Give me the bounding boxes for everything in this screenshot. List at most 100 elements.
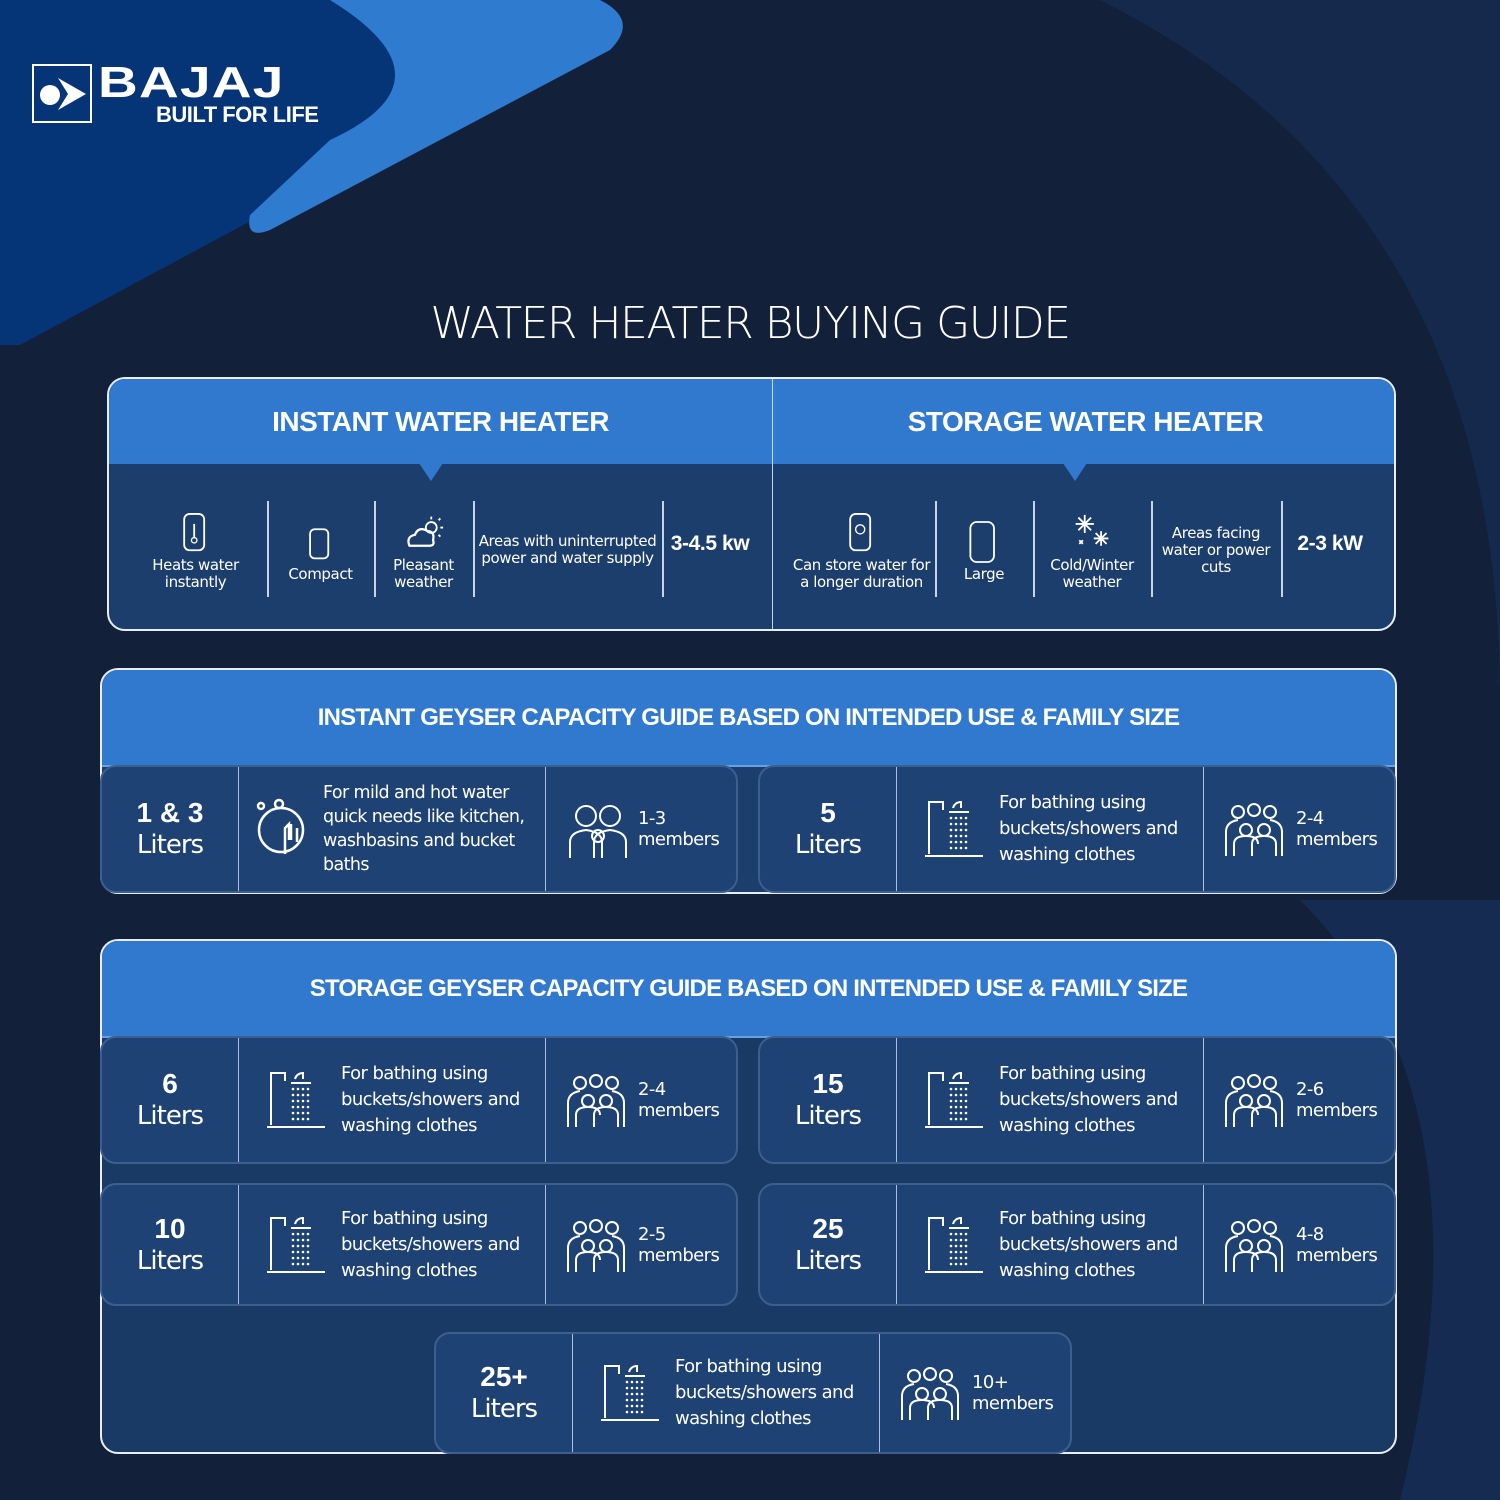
family-icon — [901, 1367, 959, 1420]
family-icon — [567, 1074, 625, 1127]
feature-item: Cold/Winter weather — [1033, 501, 1151, 599]
family-members: 10+ members — [972, 1372, 1054, 1414]
instant-column: INSTANT WATER HEATER Heats water instantl… — [109, 379, 772, 629]
capacity-unit: Liters — [470, 1394, 538, 1424]
family-members: 2-4 members — [638, 1079, 720, 1121]
capacity-value: 6 Liters — [102, 1038, 238, 1162]
capacity-card: 25 Liters For bathing using buckets/showe… — [758, 1183, 1396, 1306]
snowflake-icon — [1075, 514, 1109, 546]
small-family-icon — [569, 805, 627, 858]
divider — [374, 501, 376, 597]
capacity-size: 5 — [820, 797, 836, 828]
feature-item: Compact — [267, 501, 374, 599]
shower-icon — [267, 1216, 325, 1273]
bajaj-emblem-icon — [32, 64, 92, 123]
family-members: 2-4 members — [1296, 808, 1378, 850]
members-cell: 2-4 members — [545, 1038, 736, 1162]
instant-guide-heading: INSTANT GEYSER CAPACITY GUIDE BASED ON I… — [102, 670, 1395, 767]
family-icon — [567, 1218, 625, 1272]
feature-item: Areas with uninterrupted power and water… — [473, 501, 662, 599]
capacity-card: 15 Liters For bathing using buckets/showe… — [758, 1036, 1396, 1164]
feature-item: Pleasant weather — [374, 501, 473, 599]
capacity-card: 1 & 3 Liters For mild and hot water quick… — [100, 765, 738, 893]
divider — [1033, 501, 1035, 597]
storage-guide-heading: STORAGE GEYSER CAPACITY GUIDE BASED ON I… — [102, 941, 1395, 1038]
feature-label: Pleasant weather — [393, 556, 454, 591]
feature-item: Heats water instantly — [124, 501, 267, 599]
feature-item: Areas facing water or power cuts — [1151, 501, 1281, 599]
divider — [1151, 501, 1153, 597]
capacity-unit: Liters — [794, 830, 862, 860]
feature-label: Areas with uninterrupted power and water… — [478, 532, 657, 567]
capacity-unit: Liters — [136, 830, 204, 860]
divider — [267, 501, 269, 597]
family-icon — [1225, 1074, 1283, 1127]
use-description: For bathing using buckets/showers and wa… — [675, 1356, 854, 1429]
capacity-value: 25+ Liters — [436, 1334, 572, 1452]
use-cell: For bathing using buckets/showers and wa… — [238, 1185, 545, 1304]
capacity-size: 15 — [812, 1068, 844, 1099]
family-members: 1-3 members — [638, 808, 720, 850]
brand-name: BAJAJ — [98, 58, 285, 107]
divider — [662, 501, 664, 597]
members-cell: 1-3 members — [545, 767, 736, 891]
family-members: 2-6 members — [1296, 1079, 1378, 1121]
use-cell: For mild and hot water quick needs like … — [238, 767, 545, 891]
use-description: For mild and hot water quick needs like … — [323, 783, 525, 875]
use-cell: For bathing using buckets/showers and wa… — [572, 1334, 879, 1452]
capacity-size: 10 — [154, 1212, 186, 1244]
shower-icon — [267, 1072, 325, 1128]
capacity-unit: Liters — [794, 1245, 862, 1276]
heater-comparison: INSTANT WATER HEATER Heats water instantl… — [107, 377, 1396, 631]
capacity-unit: Liters — [136, 1101, 204, 1131]
members-cell: 2-5 members — [545, 1185, 736, 1304]
heater-thermometer-icon — [182, 513, 205, 552]
members-cell: 4-8 members — [1203, 1185, 1394, 1304]
use-cell: For bathing using buckets/showers and wa… — [238, 1038, 545, 1162]
use-description: For bathing using buckets/showers and wa… — [341, 1063, 520, 1136]
heater-drops-icon — [848, 513, 871, 552]
compact-heater-icon — [308, 527, 329, 559]
pointer-arrow — [419, 463, 443, 481]
use-description: For bathing using buckets/showers and wa… — [999, 792, 1178, 865]
capacity-card: 5 Liters For bathing using buckets/shower… — [758, 765, 1396, 893]
family-icon — [1225, 1218, 1283, 1272]
page-title: WATER HEATER BUYING GUIDE — [430, 298, 1071, 349]
capacity-card: 25+ Liters For bathing using buckets/show… — [434, 1332, 1072, 1454]
capacity-value: 10 Liters — [102, 1185, 238, 1304]
brand-tagline: BUILT FOR LIFE — [156, 102, 319, 127]
feature-label: Large — [963, 564, 1005, 583]
capacity-card: 10 Liters For bathing using buckets/showe… — [100, 1183, 738, 1306]
shower-icon — [925, 1216, 983, 1273]
hand-washing-icon — [256, 798, 305, 854]
shower-icon — [925, 1072, 983, 1128]
feature-label: Compact — [288, 564, 353, 583]
capacity-unit: Liters — [136, 1245, 204, 1276]
divider — [935, 501, 937, 597]
divider — [1281, 501, 1283, 597]
capacity-size: 25 — [812, 1212, 844, 1244]
members-cell: 2-6 members — [1203, 1038, 1394, 1162]
feature-label: Can store water for a longer duration — [792, 556, 931, 591]
power-rating: 2-3 kW — [1297, 532, 1363, 555]
capacity-card: 6 Liters For bathing using buckets/shower… — [100, 1036, 738, 1164]
capacity-value: 1 & 3 Liters — [102, 767, 238, 891]
use-cell: For bathing using buckets/showers and wa… — [896, 1185, 1203, 1304]
shower-icon — [601, 1365, 659, 1421]
power-rating: 3-4.5 kw — [670, 532, 750, 555]
capacity-size: 6 — [162, 1068, 178, 1099]
use-description: For bathing using buckets/showers and wa… — [341, 1207, 520, 1281]
pointer-arrow — [1063, 463, 1087, 481]
use-cell: For bathing using buckets/showers and wa… — [896, 1038, 1203, 1162]
storage-heading: STORAGE WATER HEATER — [773, 379, 1394, 464]
family-members: 2-5 members — [638, 1223, 720, 1266]
feature-label: Cold/Winter weather — [1050, 556, 1134, 591]
divider — [473, 501, 475, 597]
capacity-value: 25 Liters — [760, 1185, 896, 1304]
storage-column: STORAGE WATER HEATER Can store water for … — [772, 379, 1394, 629]
use-cell: For bathing using buckets/showers and wa… — [896, 767, 1203, 891]
members-cell: 2-4 members — [1203, 767, 1394, 891]
members-cell: 10+ members — [879, 1334, 1070, 1452]
feature-item: Large — [935, 501, 1033, 599]
